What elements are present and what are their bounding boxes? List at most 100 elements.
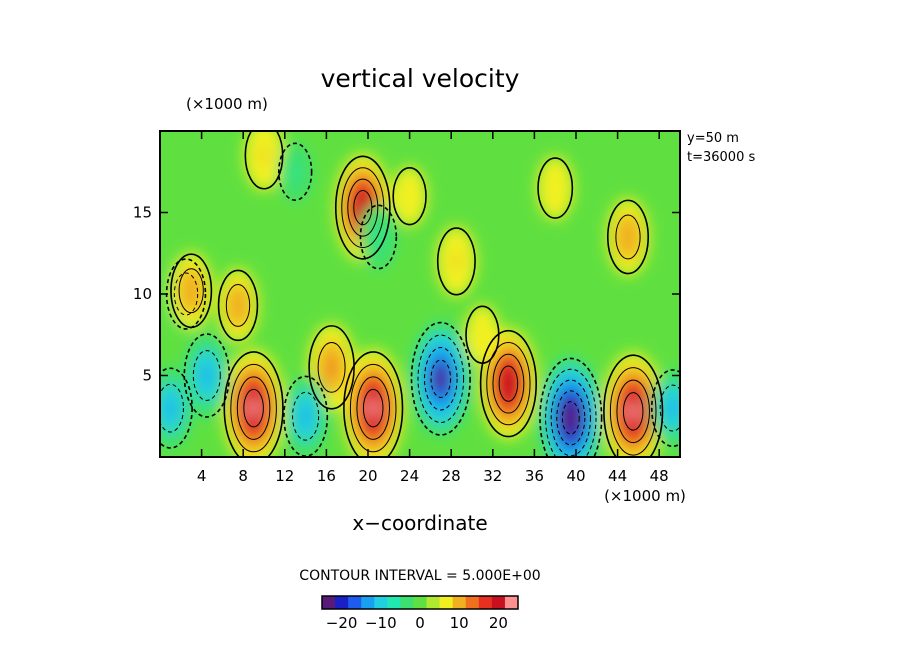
chart-title: vertical velocity xyxy=(321,64,520,93)
colorbar-tick-label: 10 xyxy=(450,614,469,632)
x-axis-unit: (×1000 m) xyxy=(604,487,686,505)
contour-line xyxy=(217,269,259,342)
updraft-core xyxy=(248,397,260,419)
colorbar-segment xyxy=(335,596,349,609)
colorbar-segment xyxy=(465,596,480,609)
downdraft-core xyxy=(202,367,212,384)
contour-line xyxy=(622,392,644,431)
contour-line xyxy=(556,390,586,446)
contour-line xyxy=(173,272,199,316)
updraft-core xyxy=(327,359,336,376)
colorbar-segment xyxy=(504,596,519,609)
y-tick-label: 5 xyxy=(142,367,152,385)
contour-interval-label: CONTOUR INTERVAL = 5.000E+00 xyxy=(299,568,540,584)
x-tick-label: 12 xyxy=(275,467,294,485)
updraft-core xyxy=(551,182,559,194)
x-tick-label: 48 xyxy=(650,467,669,485)
y-tick-label: 15 xyxy=(133,204,152,222)
colorbar-segment xyxy=(452,596,467,609)
contour-line xyxy=(223,351,284,457)
colorbar-segment xyxy=(439,596,454,609)
contour-line xyxy=(561,401,580,435)
contour-line xyxy=(417,334,465,423)
contour-line xyxy=(243,388,264,428)
colorbar-segment xyxy=(387,596,401,609)
contour-line xyxy=(486,341,531,426)
colorbar-segment xyxy=(361,596,375,609)
contour-line xyxy=(609,367,657,456)
y-axis-unit: (×1000 m) xyxy=(186,95,268,113)
x-tick-label: 4 xyxy=(197,467,207,485)
contour-line xyxy=(359,204,398,270)
contour-line xyxy=(479,329,537,438)
updraft-core xyxy=(357,197,368,218)
contour-line xyxy=(230,363,277,453)
contour-line xyxy=(498,365,519,402)
colorbar-segment xyxy=(413,596,428,609)
contour-line xyxy=(192,350,221,401)
colorbar-segment xyxy=(374,596,388,609)
updraft-core xyxy=(479,329,486,341)
updraft-core xyxy=(452,255,460,268)
updraft-core xyxy=(503,373,514,394)
x-tick-label: 8 xyxy=(238,467,248,485)
x-axis: 4 8 12 16 20 24 28 32 36 40 44 48 xyxy=(197,131,669,485)
updraft-core xyxy=(624,230,632,244)
contour-line xyxy=(392,167,427,226)
contour-line xyxy=(616,379,650,444)
contour-line xyxy=(650,369,680,448)
colorbar-frame xyxy=(321,595,519,610)
contour-line xyxy=(545,368,597,457)
contour-line xyxy=(277,142,313,201)
y-axis: 5 10 15 xyxy=(133,204,680,385)
contour-line xyxy=(550,379,591,457)
updraft-core xyxy=(406,190,413,202)
contour-line xyxy=(465,305,500,364)
downdraft-core xyxy=(301,408,310,424)
colorbar-tick-label: −20 xyxy=(326,614,358,632)
colorbar-tick-label: 0 xyxy=(415,614,425,632)
colorbar-segment xyxy=(426,596,441,609)
x-tick-label: 36 xyxy=(525,467,544,485)
downdraft-core xyxy=(668,400,677,416)
updraft-core xyxy=(187,283,196,298)
colorbar-segment xyxy=(400,596,414,609)
x-tick-label: 44 xyxy=(608,467,627,485)
contour-line xyxy=(334,155,391,260)
contour-line xyxy=(492,353,525,414)
contour-line xyxy=(178,268,204,314)
contour-line xyxy=(436,227,476,296)
contour-line xyxy=(606,199,650,275)
updraft-core xyxy=(367,397,379,419)
x-tick-label: 20 xyxy=(358,467,377,485)
contour-line xyxy=(317,341,346,393)
contour-line xyxy=(362,388,384,428)
colorbar-segment xyxy=(491,596,506,609)
contour-line xyxy=(353,190,373,226)
x-tick-label: 40 xyxy=(566,467,585,485)
x-tick-label: 28 xyxy=(442,467,461,485)
updraft-core xyxy=(627,400,639,423)
y-tick-label: 10 xyxy=(133,285,152,303)
x-axis-label: x−coordinate xyxy=(352,511,487,535)
contour-line xyxy=(308,325,355,410)
downdraft-core xyxy=(375,230,382,243)
plot-area xyxy=(160,131,680,457)
colorbar-ticks: −20 −10 0 10 20 xyxy=(326,614,508,632)
contour-line xyxy=(244,131,284,190)
colorbar-segment xyxy=(478,596,493,609)
x-tick-label: 24 xyxy=(400,467,419,485)
updraft-core xyxy=(234,298,242,313)
colorbar xyxy=(321,595,519,610)
contour-line xyxy=(160,367,193,449)
contour-line xyxy=(410,321,471,436)
contour-line xyxy=(236,376,271,440)
contour-line xyxy=(615,214,641,260)
colorbar-segment xyxy=(348,596,362,609)
x-tick-label: 16 xyxy=(317,467,336,485)
contour-line xyxy=(292,391,320,441)
downdraft-core xyxy=(292,166,299,178)
contour-line xyxy=(343,351,404,457)
contour-line xyxy=(160,383,184,433)
contour-line xyxy=(183,333,231,418)
